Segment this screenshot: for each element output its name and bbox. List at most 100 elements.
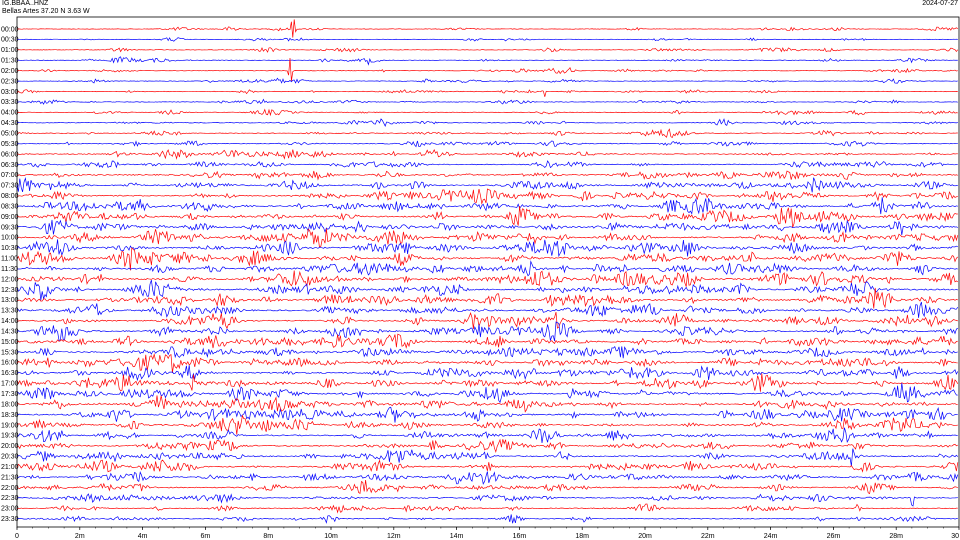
row-time-label: 00:30 [1,37,19,44]
station-info: IG.BBAA..HNZ Bellas Artes 37.20 N 3.63 W [2,0,90,16]
trace-line [16,438,958,454]
row-time-label: 08:30 [1,203,19,210]
row-time-label: 05:30 [1,141,19,148]
x-tick-label: 8m [263,533,273,540]
trace-line [16,149,958,160]
trace-line [16,160,958,169]
row-time-label: 01:00 [1,47,19,54]
row-time-label: 18:30 [1,412,19,419]
row-time-label: 06:30 [1,162,19,169]
trace-line [16,77,958,84]
station-location: Bellas Artes 37.20 N 3.63 W [2,8,90,15]
trace-line [16,301,959,318]
trace-line [16,188,958,205]
row-time-label: 22:00 [1,485,19,492]
trace-group [16,19,959,524]
row-time-label: 20:30 [1,454,19,461]
trace-line [16,270,958,287]
x-tick-label: 2m [75,533,85,540]
row-time-label: 19:30 [1,433,19,440]
trace-line [16,206,958,228]
trace-line [16,239,958,258]
row-time-label: 07:30 [1,183,19,190]
trace-line [16,19,958,38]
row-time-label: 03:30 [1,99,19,106]
trace-line [16,98,958,105]
x-tick-label: 12m [387,533,401,540]
row-time-label: 12:00 [1,276,19,283]
x-tick-label: 26m [827,533,841,540]
trace-line [16,448,959,467]
row-time-label: 02:30 [1,78,19,85]
trace-line [16,228,959,248]
x-tick-label: 30 [951,533,959,540]
row-time-label: 17:00 [1,381,19,388]
row-time-label: 13:30 [1,308,19,315]
trace-line [16,406,958,423]
row-time-label: 12:30 [1,287,19,294]
trace-line [16,118,958,127]
row-time-label: 04:00 [1,110,19,117]
row-time-label: 23:00 [1,506,19,513]
trace-line [16,345,958,359]
trace-line [16,471,959,485]
x-tick-label: 10m [324,533,338,540]
row-time-label: 19:00 [1,422,19,429]
trace-line [16,373,959,392]
x-tick-label: 18m [575,533,589,540]
trace-line [16,128,958,139]
x-tick-label: 14m [450,533,464,540]
trace-line [16,56,958,66]
trace-line [16,170,958,181]
trace-line [16,479,958,495]
x-tick-label: 22m [701,533,715,540]
row-time-label: 13:00 [1,297,19,304]
trace-line [16,47,959,53]
trace-line [16,514,958,524]
trace-line [16,177,958,193]
row-time-label: 11:00 [1,256,18,263]
trace-line [16,287,958,309]
trace-line [16,459,959,473]
row-time-label: 18:00 [1,401,19,408]
row-time-label: 23:30 [1,516,19,523]
trace-line [16,280,958,301]
trace-line [16,260,958,277]
trace-line [16,197,958,215]
row-time-label: 20:00 [1,443,19,450]
trace-line [16,37,958,42]
trace-line [16,493,958,507]
trace-line [16,382,958,404]
x-tick-label: 16m [513,533,527,540]
row-time-label: 11:30 [1,266,18,273]
row-time-label: 09:00 [1,214,19,221]
trace-line [16,108,958,117]
row-time-label: 06:00 [1,151,19,158]
trace-line [16,321,958,342]
row-time-label: 02:00 [1,68,19,75]
x-tick-label: 28m [889,533,903,540]
row-time-label: 15:00 [1,339,19,346]
row-time-label: 04:30 [1,120,19,127]
trace-line [16,414,958,435]
row-time-label: 08:00 [1,193,19,200]
trace-line [16,352,958,373]
trace-line [16,333,958,349]
trace-line [16,311,958,330]
row-time-label: 10:00 [1,235,19,242]
row-time-label: 00:00 [1,26,19,33]
row-time-label: 14:00 [1,318,19,325]
row-time-label: 14:30 [1,328,19,335]
chart-date: 2024-07-27 [922,0,958,7]
row-time-label: 05:00 [1,131,19,138]
trace-line [16,365,959,382]
trace-line [16,395,958,413]
trace-line [16,219,958,236]
trace-line [16,247,959,271]
x-tick-label: 20m [638,533,652,540]
row-time-label: 01:30 [1,58,19,65]
row-time-label: 09:30 [1,224,19,231]
row-time-label: 17:30 [1,391,19,398]
x-tick-label: 0 [15,533,19,540]
